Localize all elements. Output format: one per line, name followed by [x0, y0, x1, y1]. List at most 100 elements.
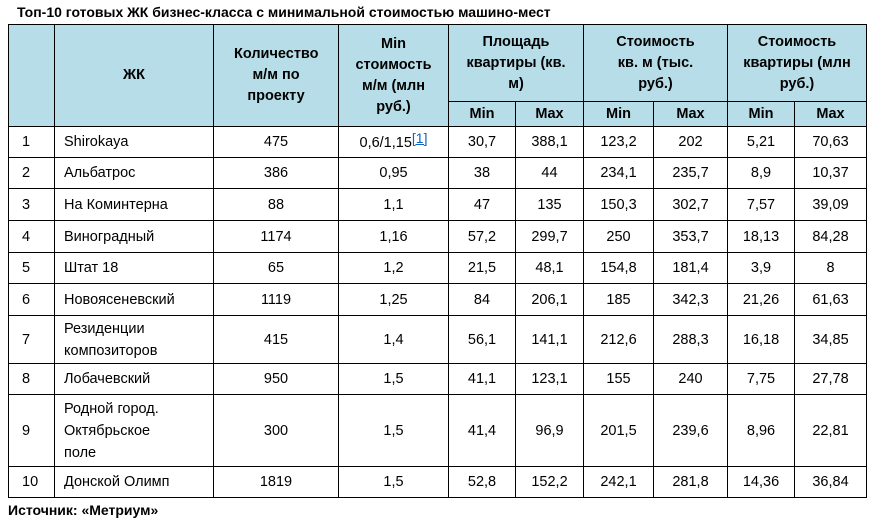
row-apt-max: 27,78 [794, 363, 867, 395]
table-row: 9 Родной город. Октябрьское поле 300 1,5… [8, 394, 867, 467]
row-name: Новоясеневский [54, 283, 214, 316]
header-area-max: Max [515, 101, 584, 127]
row-sqm-min: 234,1 [583, 157, 654, 189]
row-count: 65 [213, 252, 339, 284]
row-area-max: 388,1 [515, 126, 584, 158]
row-count: 415 [213, 315, 339, 364]
header-count-text: Количество м/м по проекту [234, 46, 319, 104]
row-count: 950 [213, 363, 339, 395]
row-count: 1174 [213, 220, 339, 253]
row-name: Лобачевский [54, 363, 214, 395]
row-area-max: 96,9 [515, 394, 584, 467]
table-row: 4 Виноградный 1174 1,16 57,2 299,7 250 3… [8, 220, 867, 253]
row-name: Резиденции композиторов [54, 315, 214, 364]
header-sqm-max: Max [653, 101, 728, 127]
row-index: 2 [8, 157, 55, 189]
row-min-cost: 1,5 [338, 394, 449, 467]
row-name: Виноградный [54, 220, 214, 253]
table-row: 1 Shirokaya 475 0,6/1,15[1] 30,7 388,1 1… [8, 126, 867, 158]
header-min-cost: Min стоимость м/м (млн руб.) [338, 24, 449, 127]
row-count: 1819 [213, 466, 339, 498]
row-index: 1 [8, 126, 55, 158]
header-min-cost-text: Min стоимость м/м (млн руб.) [355, 35, 432, 115]
row-apt-max: 36,84 [794, 466, 867, 498]
row-area-min: 56,1 [448, 315, 516, 364]
source-note: Источник: «Метриум» [8, 502, 159, 518]
row-sqm-max: 235,7 [653, 157, 728, 189]
row-apt-max: 39,09 [794, 188, 867, 221]
row-sqm-min: 185 [583, 283, 654, 316]
row-index: 4 [8, 220, 55, 253]
row-index: 5 [8, 252, 55, 284]
row-apt-min: 21,26 [727, 283, 795, 316]
table-title: Топ-10 готовых ЖК бизнес-класса с минима… [17, 4, 551, 20]
header-cost-apt-text: Стоимость квартиры (млн руб.) [743, 33, 851, 92]
row-count: 88 [213, 188, 339, 221]
row-area-max: 135 [515, 188, 584, 221]
header-cost-sqm-text: Стоимость кв. м (тыс. руб.) [616, 33, 695, 92]
header-area-min: Min [448, 101, 516, 127]
table-row: 5 Штат 18 65 1,2 21,5 48,1 154,8 181,4 3… [8, 252, 867, 284]
row-sqm-max: 281,8 [653, 466, 728, 498]
row-sqm-max: 239,6 [653, 394, 728, 467]
row-count: 386 [213, 157, 339, 189]
table-row: 6 Новоясеневский 1119 1,25 84 206,1 185 … [8, 283, 867, 316]
row-apt-max: 8 [794, 252, 867, 284]
row-sqm-max: 202 [653, 126, 728, 158]
row-min-cost-value: 0,6/1,15 [359, 134, 412, 151]
table-row: 7 Резиденции композиторов 415 1,4 56,1 1… [8, 315, 867, 364]
row-area-min: 47 [448, 188, 516, 221]
row-area-max: 152,2 [515, 466, 584, 498]
row-sqm-max: 353,7 [653, 220, 728, 253]
row-sqm-min: 250 [583, 220, 654, 253]
row-min-cost: 1,1 [338, 188, 449, 221]
row-sqm-min: 201,5 [583, 394, 654, 467]
row-apt-min: 3,9 [727, 252, 795, 284]
row-area-min: 84 [448, 283, 516, 316]
row-min-cost: 1,25 [338, 283, 449, 316]
row-area-min: 38 [448, 157, 516, 189]
table-row: 8 Лобачевский 950 1,5 41,1 123,1 155 240… [8, 363, 867, 395]
row-area-max: 141,1 [515, 315, 584, 364]
header-area: Площадь квартиры (кв. м) [448, 24, 584, 102]
table-row: 3 На Коминтерна 88 1,1 47 135 150,3 302,… [8, 188, 867, 221]
row-sqm-max: 288,3 [653, 315, 728, 364]
row-min-cost: 0,6/1,15[1] [338, 126, 449, 158]
row-apt-max: 10,37 [794, 157, 867, 189]
header-cost-apt: Стоимость квартиры (млн руб.) [727, 24, 867, 102]
table-row: 10 Донской Олимп 1819 1,5 52,8 152,2 242… [8, 466, 867, 498]
row-name: Донской Олимп [54, 466, 214, 498]
row-area-max: 299,7 [515, 220, 584, 253]
row-apt-min: 7,75 [727, 363, 795, 395]
row-apt-min: 5,21 [727, 126, 795, 158]
row-index: 6 [8, 283, 55, 316]
row-apt-min: 14,36 [727, 466, 795, 498]
row-sqm-max: 302,7 [653, 188, 728, 221]
row-index: 9 [8, 394, 55, 467]
row-sqm-max: 342,3 [653, 283, 728, 316]
row-apt-min: 8,96 [727, 394, 795, 467]
row-sqm-min: 155 [583, 363, 654, 395]
row-name-text: Резиденции композиторов [64, 320, 158, 359]
row-area-min: 52,8 [448, 466, 516, 498]
header-count: Количество м/м по проекту [213, 24, 339, 127]
row-name: Штат 18 [54, 252, 214, 284]
row-apt-max: 61,63 [794, 283, 867, 316]
header-index [8, 24, 55, 127]
row-count: 475 [213, 126, 339, 158]
row-sqm-min: 242,1 [583, 466, 654, 498]
header-apt-max: Max [794, 101, 867, 127]
row-area-max: 123,1 [515, 363, 584, 395]
row-index: 10 [8, 466, 55, 498]
footnote-link[interactable]: [1] [411, 129, 428, 146]
row-apt-min: 7,57 [727, 188, 795, 221]
row-min-cost: 1,4 [338, 315, 449, 364]
row-area-min: 41,1 [448, 363, 516, 395]
row-apt-min: 18,13 [727, 220, 795, 253]
row-min-cost: 1,16 [338, 220, 449, 253]
row-area-min: 41,4 [448, 394, 516, 467]
header-cost-sqm: Стоимость кв. м (тыс. руб.) [583, 24, 728, 102]
row-sqm-max: 181,4 [653, 252, 728, 284]
row-name: Shirokaya [54, 126, 214, 158]
row-apt-max: 70,63 [794, 126, 867, 158]
